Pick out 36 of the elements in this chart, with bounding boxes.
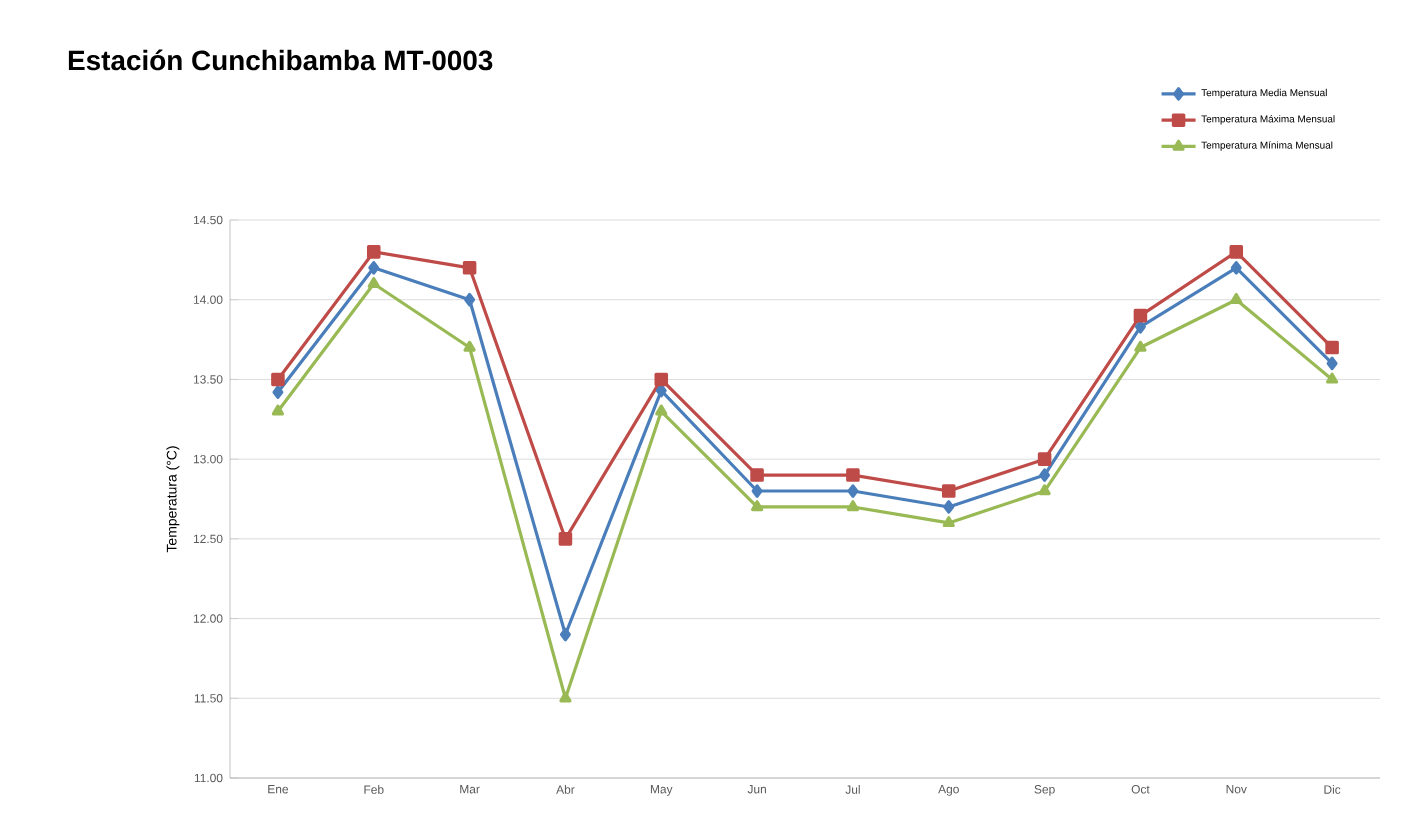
point — [942, 516, 955, 528]
chart-title: Estación Cunchibamba MT-0003 — [68, 49, 493, 71]
point — [846, 468, 860, 482]
point — [654, 372, 669, 387]
point — [655, 404, 668, 416]
point — [751, 500, 764, 512]
point — [846, 500, 860, 512]
point — [1038, 484, 1051, 496]
point — [943, 500, 955, 514]
point — [463, 340, 476, 352]
point — [559, 627, 571, 642]
point — [558, 532, 573, 546]
point — [1325, 340, 1339, 355]
point — [464, 292, 476, 307]
point — [847, 484, 859, 498]
point — [272, 385, 284, 399]
point — [1230, 292, 1243, 304]
point — [1326, 356, 1338, 371]
point — [750, 468, 764, 482]
point — [941, 484, 956, 498]
point — [462, 261, 477, 275]
point — [366, 245, 381, 259]
point — [1037, 452, 1052, 466]
point — [1230, 261, 1242, 275]
point — [1134, 320, 1146, 334]
point — [751, 484, 763, 498]
point — [559, 691, 572, 703]
point — [1134, 340, 1147, 352]
point — [1133, 308, 1148, 323]
point — [1229, 245, 1244, 259]
point — [1326, 372, 1339, 384]
point — [271, 372, 285, 387]
point — [368, 261, 380, 275]
point — [271, 404, 285, 416]
point — [1039, 468, 1051, 482]
point — [367, 276, 380, 288]
